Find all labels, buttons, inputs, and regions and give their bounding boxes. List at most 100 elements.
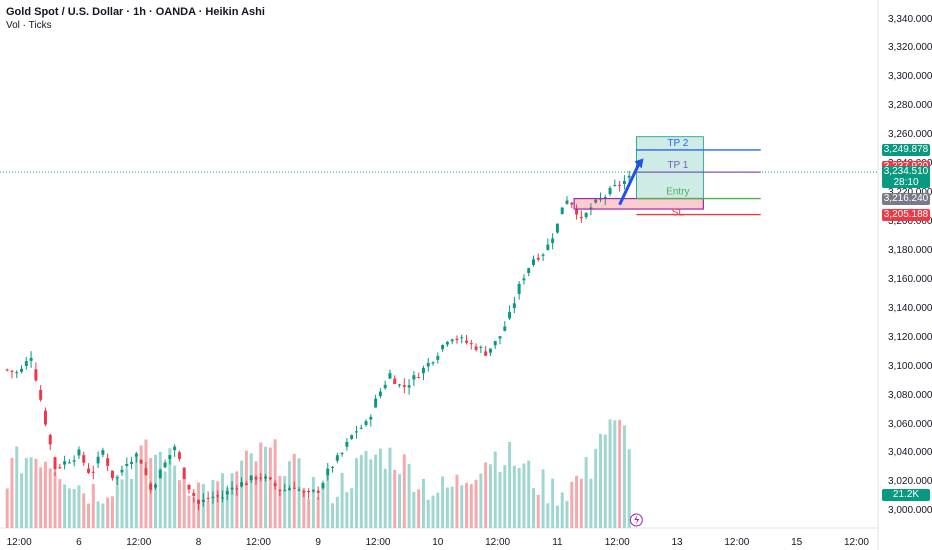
volume-bar bbox=[331, 503, 335, 528]
volume-bar bbox=[177, 480, 181, 528]
level-label: TP 2 bbox=[667, 138, 688, 149]
volume-bar bbox=[570, 481, 574, 528]
volume-bar bbox=[527, 460, 531, 528]
volume-bar bbox=[565, 501, 569, 528]
volume-bar bbox=[268, 447, 272, 528]
candle-body bbox=[436, 356, 440, 360]
candle-body bbox=[398, 384, 402, 386]
candle-body bbox=[283, 490, 287, 492]
candle-body bbox=[503, 326, 507, 331]
candle-body bbox=[235, 488, 239, 490]
candle-body bbox=[412, 375, 416, 380]
volume-bar bbox=[63, 484, 67, 528]
candle-body bbox=[541, 254, 545, 256]
volume-bar bbox=[82, 493, 86, 528]
volume-bar bbox=[488, 464, 492, 528]
volume-bar bbox=[541, 469, 545, 528]
volume-bar bbox=[345, 492, 349, 528]
volume-bar bbox=[67, 488, 71, 528]
candle-body bbox=[627, 175, 631, 178]
volume-bar bbox=[110, 496, 114, 528]
volume-bar bbox=[546, 503, 550, 528]
volume-bar bbox=[58, 479, 62, 528]
level-label: TP 1 bbox=[667, 160, 688, 171]
candle-body bbox=[192, 493, 196, 496]
volume-bar bbox=[350, 488, 354, 528]
candle-body bbox=[488, 348, 492, 353]
volume-tag: 21.2K bbox=[882, 489, 930, 501]
volume-bar bbox=[311, 476, 315, 528]
volume-bar bbox=[230, 473, 234, 528]
candle-body bbox=[508, 312, 512, 319]
x-tick-label: 12:00 bbox=[724, 537, 750, 548]
candle-body bbox=[421, 367, 425, 374]
candle-body bbox=[168, 455, 172, 460]
volume-bar bbox=[173, 465, 177, 528]
candle-body bbox=[316, 490, 320, 493]
candle-body bbox=[484, 351, 488, 356]
candle-body bbox=[331, 466, 335, 468]
volume-bar bbox=[522, 463, 526, 528]
candle-body bbox=[15, 372, 19, 374]
volume-bar bbox=[555, 505, 559, 528]
symbol-title[interactable]: Gold Spot / U.S. Dollar · 1h · OANDA · H… bbox=[6, 6, 265, 18]
candle-body bbox=[584, 213, 588, 218]
candle-body bbox=[527, 268, 531, 273]
candle-body bbox=[158, 469, 162, 479]
volume-bar bbox=[158, 451, 162, 528]
volume-bar bbox=[72, 488, 76, 528]
candle-body bbox=[383, 384, 387, 389]
candle-body bbox=[106, 458, 110, 466]
volume-bar bbox=[474, 479, 478, 528]
y-tick-label: 3,340.000 bbox=[888, 13, 932, 25]
volume-bar bbox=[5, 488, 9, 528]
volume-bar bbox=[287, 461, 291, 528]
candle-body bbox=[546, 244, 550, 250]
candle-body bbox=[182, 467, 186, 479]
volume-bar bbox=[77, 485, 81, 528]
volume-bar bbox=[206, 501, 210, 528]
level-label: Entry bbox=[666, 187, 689, 198]
volume-bar bbox=[512, 465, 516, 528]
candle-body bbox=[335, 455, 339, 461]
candle-body bbox=[522, 278, 526, 281]
candle-body bbox=[130, 461, 134, 464]
candle-body bbox=[345, 441, 349, 447]
candle-body bbox=[67, 462, 71, 464]
volume-bar bbox=[120, 479, 124, 528]
candle-body bbox=[154, 484, 157, 488]
candle-body bbox=[292, 487, 296, 489]
x-tick-label: 12:00 bbox=[126, 537, 152, 548]
volume-bar bbox=[426, 499, 430, 528]
candle-body bbox=[254, 476, 258, 480]
candle-body bbox=[445, 341, 449, 345]
x-tick-label: 13 bbox=[671, 537, 683, 548]
candle-body bbox=[374, 398, 378, 408]
volume-bar bbox=[168, 448, 172, 528]
volume-bar bbox=[302, 487, 306, 528]
volume-bar bbox=[398, 474, 402, 528]
candle-body bbox=[278, 489, 282, 491]
x-tick-label: 12:00 bbox=[365, 537, 391, 548]
volume-bar bbox=[584, 456, 588, 528]
chart-header: Gold Spot / U.S. Dollar · 1h · OANDA · H… bbox=[6, 5, 265, 33]
volume-bar bbox=[508, 442, 512, 528]
candle-body bbox=[34, 369, 38, 381]
y-tick-label: 3,180.000 bbox=[888, 244, 932, 256]
candle-body bbox=[417, 377, 421, 379]
candle-body bbox=[287, 488, 291, 491]
candle-body bbox=[321, 482, 325, 489]
volume-bar bbox=[34, 458, 38, 528]
candle-body bbox=[264, 476, 268, 479]
volume-bar bbox=[450, 486, 454, 528]
candle-body bbox=[10, 370, 14, 372]
candle-body bbox=[225, 490, 229, 495]
candle-body bbox=[402, 385, 406, 387]
volume-bar bbox=[369, 459, 373, 528]
volume-bar bbox=[321, 484, 325, 528]
candle-body bbox=[24, 361, 28, 366]
volume-legend[interactable]: Vol · Ticks bbox=[6, 20, 52, 31]
candle-body bbox=[110, 470, 114, 479]
y-tick-label: 3,020.000 bbox=[888, 476, 932, 488]
